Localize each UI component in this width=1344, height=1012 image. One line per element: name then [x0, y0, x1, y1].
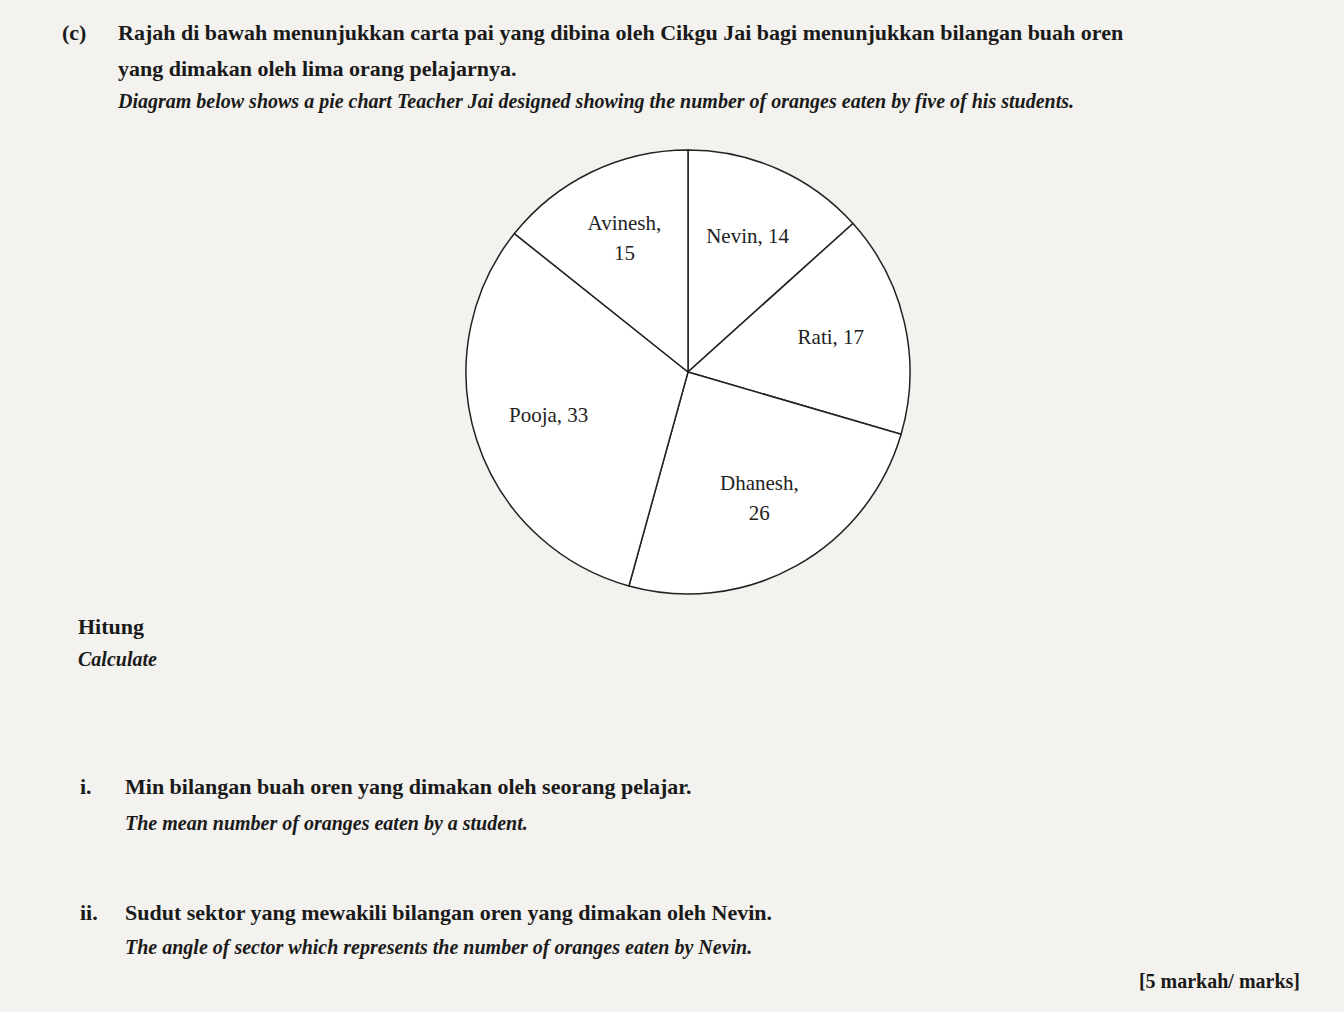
html-text:yang dimakan oleh lima orang p: yang dimakan oleh lima orang pelajarnya. — [118, 56, 517, 81]
html-text:Diagram below shows a pie char: Diagram below shows a pie chart Teacher … — [118, 90, 1074, 112]
html-text:i.: i. — [80, 774, 92, 799]
html-text:The mean number of oranges eat: The mean number of oranges eaten by a st… — [125, 812, 528, 834]
html-text:Min bilangan buah oren yang di: Min bilangan buah oren yang dimakan oleh… — [125, 774, 692, 799]
html-text:Hitung: Hitung — [78, 614, 144, 639]
html-text:The angle of sector which repr: The angle of sector which represents the… — [125, 936, 753, 958]
svg-text:Dhanesh,26: Dhanesh,26 — [720, 471, 799, 525]
html-text:Rajah di bawah menunjukkan car: Rajah di bawah menunjukkan carta pai yan… — [118, 20, 1124, 45]
svg-text:Avinesh,15: Avinesh,15 — [588, 211, 662, 265]
html-text:(c): (c) — [62, 20, 87, 45]
svg-text:Rati, 17: Rati, 17 — [798, 325, 865, 349]
html-text:Sudut sektor yang mewakili bil: Sudut sektor yang mewakili bilangan oren… — [125, 900, 773, 925]
html-text:Calculate: Calculate — [78, 648, 157, 670]
html-text:[5 markah/ marks]: [5 markah/ marks] — [1138, 970, 1300, 992]
svg-text:Nevin, 14: Nevin, 14 — [706, 224, 789, 248]
svg-text:Pooja, 33: Pooja, 33 — [509, 403, 588, 427]
html-text:ii.: ii. — [80, 900, 98, 925]
